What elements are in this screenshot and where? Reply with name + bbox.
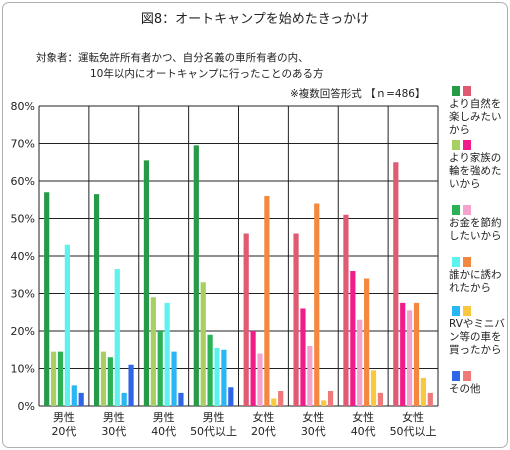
bar: [300, 308, 306, 406]
x-tick-label: 50代以上: [390, 425, 437, 438]
bar: [413, 302, 420, 406]
bar: [93, 194, 100, 406]
x-tick-label: 20代: [251, 425, 276, 438]
legend-swatch-female: [463, 86, 471, 96]
x-tick-label: 男性: [153, 410, 175, 424]
chart-title: 図8：オートキャンプを始めたきっかけ: [140, 12, 370, 27]
response-note: ※複数回答形式 【ｎ=486】: [290, 88, 426, 100]
legend-swatch-male: [452, 86, 460, 96]
bar: [207, 334, 213, 406]
bar: [221, 349, 227, 406]
x-tick-label: 40代: [151, 425, 176, 438]
bar: [343, 214, 349, 406]
bar: [114, 269, 120, 406]
bar: [100, 351, 107, 406]
y-tick-label: 50%: [11, 213, 35, 226]
subject-line-2: 10年以内にオートキャンプに行ったことのある方: [90, 68, 324, 80]
bar: [357, 319, 363, 406]
bar: [178, 392, 184, 406]
x-tick-label: 女性: [402, 410, 424, 424]
y-tick-label: 10%: [11, 363, 35, 376]
bar: [228, 387, 234, 406]
bar: [200, 282, 206, 406]
bar: [71, 385, 77, 406]
y-tick-label: 0%: [18, 400, 35, 413]
x-tick-label: 男性: [53, 410, 75, 424]
x-tick-label: 40代: [351, 425, 376, 438]
bar: [321, 400, 327, 406]
bar: [364, 278, 370, 406]
legend-label-invited: 誰かに誘われたから: [449, 269, 502, 294]
subject-line-1: 対象者：運転免許所有者かつ、自分名義の車所有者の内、: [36, 52, 309, 64]
legend-label-family: より家族の輪を強めたいから: [449, 152, 502, 190]
legend-swatch-male: [452, 257, 460, 267]
bar: [78, 392, 84, 406]
bar: [293, 233, 299, 406]
x-tick-label: 50代以上: [190, 425, 237, 438]
legend-swatch-male: [452, 306, 460, 316]
legend-label-other: その他: [449, 383, 481, 395]
bar: [171, 351, 177, 406]
x-tick-label: 男性: [203, 410, 225, 424]
bar: [314, 203, 320, 406]
bar: [377, 392, 384, 406]
legend-swatch-male: [452, 140, 460, 150]
legend-swatch-female: [463, 205, 471, 215]
bar: [420, 377, 427, 406]
legend-label-vehicle: RVやミニバン等の車を買ったから: [449, 318, 505, 356]
bar: [350, 271, 356, 406]
x-tick-label: 女性: [252, 410, 274, 424]
x-tick-label: 20代: [51, 425, 76, 438]
legend-swatch-female: [463, 306, 471, 316]
y-tick-label: 40%: [11, 250, 35, 263]
bar: [407, 310, 413, 406]
bar: [143, 160, 150, 406]
bar: [121, 392, 127, 406]
bar: [370, 370, 377, 406]
y-tick-label: 30%: [11, 288, 35, 301]
bar: [150, 297, 156, 406]
bar: [107, 357, 113, 406]
bar: [44, 192, 50, 406]
bar: [427, 392, 433, 406]
y-tick-label: 70%: [11, 138, 35, 151]
bar: [157, 331, 163, 406]
bar: [400, 302, 406, 406]
bar: [57, 351, 64, 406]
bar: [214, 347, 220, 406]
bar: [264, 196, 270, 406]
legend-swatch-female: [463, 257, 471, 267]
x-tick-label: 女性: [302, 410, 324, 424]
bar: [393, 162, 399, 406]
bar: [50, 351, 57, 406]
bar: [250, 331, 256, 406]
bar: [327, 391, 334, 406]
bar: [271, 398, 277, 406]
legend-swatch-female: [463, 371, 471, 381]
bar: [278, 391, 284, 406]
y-tick-label: 80%: [11, 100, 35, 113]
y-tick-label: 60%: [11, 175, 35, 188]
x-tick-label: 30代: [301, 425, 326, 438]
bar: [193, 145, 199, 406]
x-tick-label: 30代: [101, 425, 126, 438]
legend-label-nature: より自然を楽しみたいから: [449, 98, 502, 136]
legend-swatch-male: [452, 205, 460, 215]
bar: [243, 233, 249, 406]
legend-swatch-female: [463, 140, 471, 150]
y-tick-label: 20%: [11, 325, 35, 338]
legend-label-saving: お金を節約したいから: [449, 217, 502, 242]
x-tick-label: 男性: [103, 410, 125, 424]
bar: [64, 244, 70, 406]
x-tick-label: 女性: [352, 410, 374, 424]
bar: [307, 346, 313, 406]
bar: [257, 353, 263, 406]
bar: [164, 302, 170, 406]
bar: [128, 364, 134, 406]
legend-swatch-male: [452, 371, 460, 381]
